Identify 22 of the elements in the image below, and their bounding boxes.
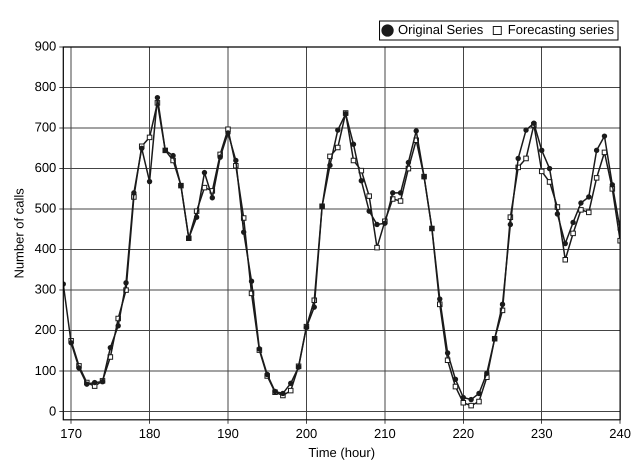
y-tick-label: 800 (34, 79, 56, 94)
x-tick-label: 220 (452, 426, 474, 442)
y-tick-label: 100 (34, 362, 56, 378)
x-tick-label: 240 (609, 426, 632, 442)
y-tick-label: 600 (34, 160, 56, 176)
y-tick-label: 500 (34, 200, 56, 216)
y-axis-title: Number of calls (11, 188, 26, 279)
y-tick-label: 200 (34, 322, 56, 338)
y-tick-label: 300 (34, 282, 56, 297)
legend-label: Forecasting series (508, 22, 614, 38)
y-tick-label: 400 (34, 241, 56, 256)
x-axis-title: Time (hour) (308, 444, 376, 460)
legend-label: Original Series (398, 22, 484, 38)
x-tick-label: 200 (296, 426, 318, 442)
x-tick-label: 230 (530, 426, 553, 442)
y-tick-label: 700 (34, 120, 56, 135)
x-tick-label: 180 (138, 426, 160, 442)
y-tick-label: 0 (49, 403, 56, 418)
x-tick-label: 190 (217, 426, 239, 442)
x-tick-label: 170 (60, 426, 82, 442)
y-tick-label: 900 (34, 38, 56, 54)
x-tick-label: 210 (374, 426, 396, 442)
